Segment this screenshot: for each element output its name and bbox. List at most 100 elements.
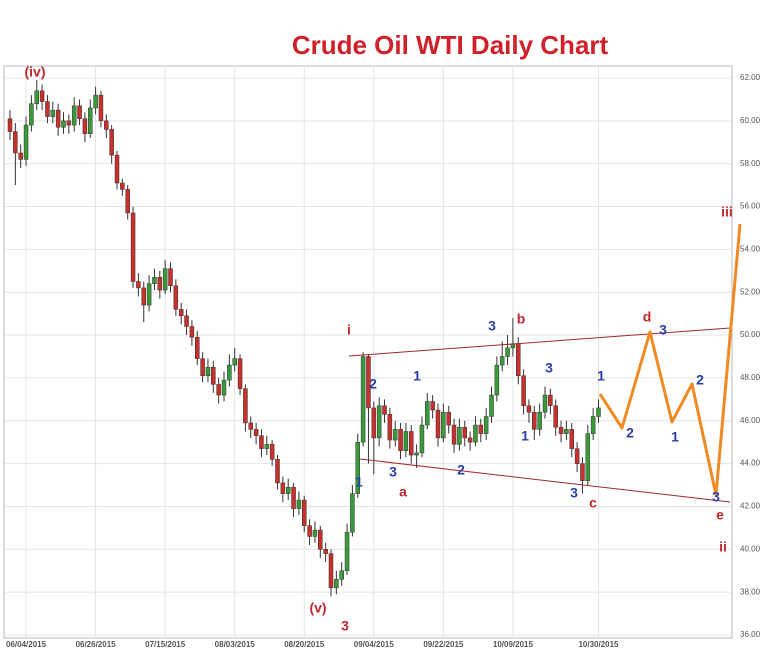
candle-body — [392, 429, 398, 441]
candle-body — [82, 118, 88, 134]
candle-body — [120, 182, 125, 190]
candle-body — [136, 281, 141, 289]
candle-body — [302, 499, 307, 526]
y-tick-label: 48.00 — [740, 373, 761, 382]
candle-body — [542, 394, 548, 413]
candle-body — [7, 118, 13, 132]
wave-label: (v) — [309, 600, 326, 616]
candle-body — [446, 411, 451, 426]
candle-body — [360, 356, 366, 443]
candle-body — [221, 379, 227, 396]
x-tick-label: 06/04/2015 — [6, 640, 47, 649]
candle-body — [569, 429, 574, 449]
x-tick-label: 07/15/2015 — [145, 640, 186, 649]
candle-body — [526, 405, 532, 413]
wave-label: 2 — [369, 376, 377, 392]
x-tick-label: 10/30/2015 — [578, 640, 619, 649]
candle-body — [366, 356, 371, 409]
wave-label: a — [399, 484, 407, 500]
y-tick-label: 42.00 — [740, 502, 761, 511]
wave-label: iii — [721, 204, 733, 220]
candle-body — [45, 101, 50, 117]
candle-body — [435, 409, 441, 439]
y-tick-label: 36.00 — [740, 630, 761, 639]
candle-body — [457, 426, 462, 445]
candle-body — [66, 120, 72, 126]
candle-body — [467, 437, 473, 443]
candle-body — [537, 411, 542, 430]
wave-label: d — [643, 309, 652, 325]
candle-body — [403, 431, 409, 452]
wave-label: 1 — [671, 429, 679, 445]
candle-body — [483, 416, 489, 434]
candle-body — [130, 212, 136, 282]
candle-body — [494, 364, 500, 396]
candle-body — [205, 366, 211, 377]
candle-body — [382, 405, 387, 415]
wave-label: 1 — [355, 474, 363, 490]
wave-label: 1 — [521, 428, 529, 444]
candle-body — [419, 424, 425, 454]
candle-body — [505, 347, 510, 357]
candle-body — [350, 493, 355, 533]
y-tick-label: 50.00 — [740, 330, 761, 339]
candle-body — [243, 388, 248, 424]
y-tick-label: 46.00 — [740, 416, 761, 425]
wave-label: i — [347, 322, 351, 338]
candle-body — [189, 326, 195, 338]
candle-body — [473, 424, 478, 443]
x-tick-label: 09/22/2015 — [423, 640, 464, 649]
candle-body — [585, 433, 591, 482]
candle-body — [414, 452, 419, 456]
candle-body — [259, 435, 264, 449]
y-tick-label: 52.00 — [740, 287, 761, 296]
candle-body — [216, 384, 221, 396]
x-tick-label: 10/09/2015 — [493, 640, 534, 649]
candle-body — [516, 343, 521, 377]
candle-body — [553, 405, 558, 428]
candle-body — [200, 358, 205, 377]
candle-body — [248, 422, 253, 430]
candle-body — [291, 486, 296, 509]
candle-body — [162, 268, 168, 291]
x-tick-label: 09/04/2015 — [354, 640, 395, 649]
candle-body — [146, 283, 152, 306]
candle-body — [178, 309, 184, 317]
y-tick-label: 38.00 — [740, 587, 761, 596]
wave-label: 3 — [389, 464, 397, 480]
candle-body — [451, 424, 457, 445]
candle-body — [109, 129, 114, 156]
y-tick-label: 54.00 — [740, 244, 761, 253]
y-tick-label: 60.00 — [740, 116, 761, 125]
y-tick-label: 40.00 — [740, 544, 761, 553]
candle-body — [596, 407, 601, 417]
candle-body — [34, 90, 39, 104]
candle-body — [355, 441, 360, 494]
candle-body — [275, 459, 280, 484]
candle-body — [312, 529, 318, 537]
candle-body — [339, 570, 344, 580]
candle-body — [227, 364, 232, 381]
candle-body — [499, 356, 505, 366]
candle-body — [152, 276, 157, 284]
trendline — [348, 327, 731, 357]
candle-body — [104, 120, 109, 130]
candle-body — [328, 553, 334, 589]
candle-body — [285, 486, 291, 494]
candle-body — [574, 448, 580, 464]
candle-body — [253, 429, 259, 437]
wave-label: 2 — [696, 372, 704, 388]
candle-body — [296, 499, 302, 509]
candle-body — [237, 358, 243, 389]
candle-body — [55, 109, 61, 128]
wave-label: c — [589, 495, 597, 511]
wave-label: 2 — [457, 462, 465, 478]
candle-body — [173, 285, 179, 310]
x-tick-label: 06/26/2015 — [76, 640, 117, 649]
candle-body — [564, 429, 569, 434]
candle-body — [280, 482, 286, 494]
candle-body — [521, 375, 526, 407]
chart-title: Crude Oil WTI Daily Chart — [292, 30, 609, 60]
candle-body — [398, 429, 403, 452]
